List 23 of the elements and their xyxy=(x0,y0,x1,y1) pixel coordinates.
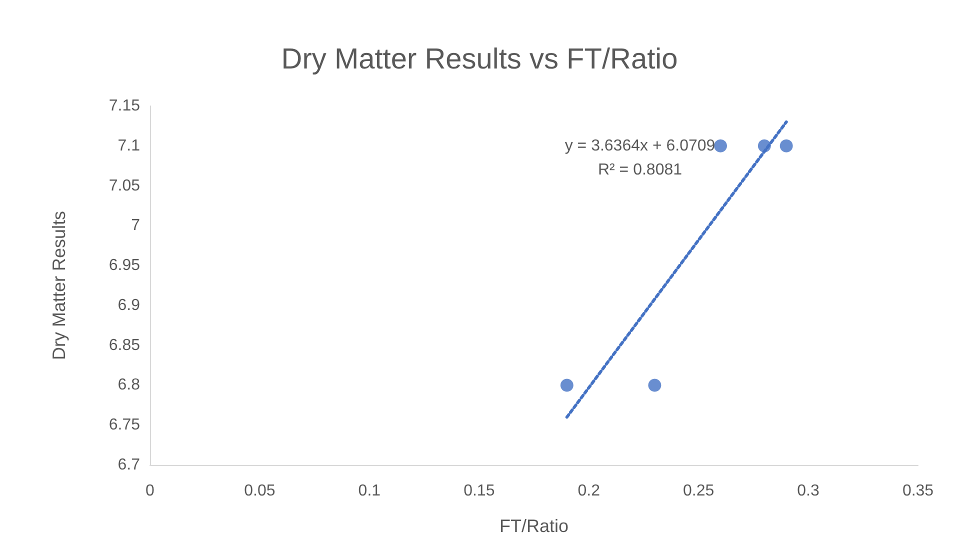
y-tick-label: 7.15 xyxy=(108,98,140,114)
y-tick-label: 6.95 xyxy=(108,257,140,274)
y-tick-label: 6.9 xyxy=(118,296,140,314)
x-tick-label: 0 xyxy=(146,482,155,500)
y-tick-label: 6.8 xyxy=(118,376,140,394)
annotation: y = 3.6364x + 6.0709 xyxy=(564,138,716,154)
x-tick-label: 0.35 xyxy=(902,482,934,500)
y-axis-title: Dry Matter Results xyxy=(49,210,69,360)
x-tick-label: 0.15 xyxy=(464,482,495,500)
y-tick-label: 7.1 xyxy=(118,137,140,154)
y-tick-label: 6.7 xyxy=(118,456,140,474)
chart-title: Dry Matter Results vs FT/Ratio xyxy=(281,44,678,76)
x-axis-title: FT/Ratio xyxy=(499,516,569,536)
y-tick-label: 7 xyxy=(131,217,140,234)
x-tick-label: 0.05 xyxy=(244,482,276,500)
annotation: R² = 0.8081 xyxy=(598,162,682,178)
x-tick-label: 0.2 xyxy=(578,482,600,500)
y-tick-label: 6.75 xyxy=(108,416,140,434)
y-tick-label: 7.05 xyxy=(108,177,140,194)
x-tick-label: 0.25 xyxy=(683,482,714,500)
y-tick-label: 6.85 xyxy=(108,336,140,354)
x-tick-label: 0.1 xyxy=(358,482,381,500)
x-tick-label: 0.3 xyxy=(797,482,820,500)
